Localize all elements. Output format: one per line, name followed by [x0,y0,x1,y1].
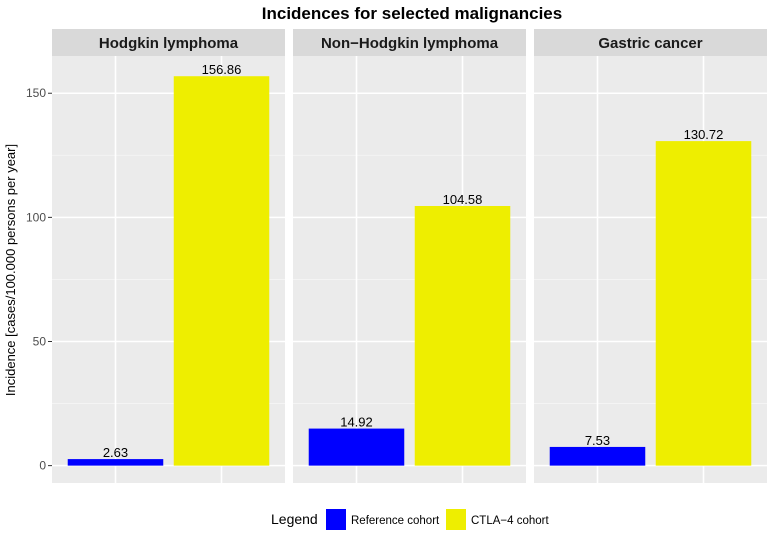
data-label: 14.92 [340,415,373,430]
legend-label: Reference cohort [351,515,440,527]
facet-strip [293,29,526,56]
facet-label: Hodgkin lymphoma [99,35,239,52]
legend-swatch [446,509,466,530]
legend-item: Reference cohort [326,509,440,530]
bar [414,205,511,466]
bar [173,76,270,466]
legend: Legend Reference cohort CTLA−4 cohort [271,509,549,530]
data-label: 7.53 [585,433,610,448]
y-tick-label: 150 [26,86,46,100]
y-tick-label: 100 [26,210,46,224]
bar [308,428,405,466]
y-tick-label: 0 [39,459,46,473]
facet-label: Gastric cancer [598,35,702,52]
y-axis: 0 50 100 150 [26,86,52,473]
data-label: 2.63 [103,445,128,460]
legend-label: CTLA−4 cohort [471,515,549,527]
facet-panels: Hodgkin lymphoma 2.63 156.86 Non−Hodgkin ly… [52,29,767,483]
legend-item: CTLA−4 cohort [446,509,549,530]
data-label: 156.86 [202,62,242,77]
y-axis-title: Incidence [cases/100.000 persons per yea… [3,144,18,396]
bar [67,459,164,466]
y-tick-label: 50 [33,334,47,348]
facet-strip [534,29,767,56]
chart-title: Incidences for selected malignancies [262,4,562,23]
facet-panel: Hodgkin lymphoma 2.63 156.86 [52,29,285,483]
bar [655,141,752,466]
facet-panel: Non−Hodgkin lymphoma 14.92 104.58 [293,29,526,483]
data-label: 130.72 [684,127,724,142]
facet-label: Non−Hodgkin lymphoma [321,35,499,52]
legend-title: Legend [271,511,318,527]
legend-swatch [326,509,346,530]
facet-strip [52,29,285,56]
data-label: 104.58 [443,192,483,207]
bar [549,446,646,466]
facet-panel: Gastric cancer 7.53 130.72 [534,29,767,483]
